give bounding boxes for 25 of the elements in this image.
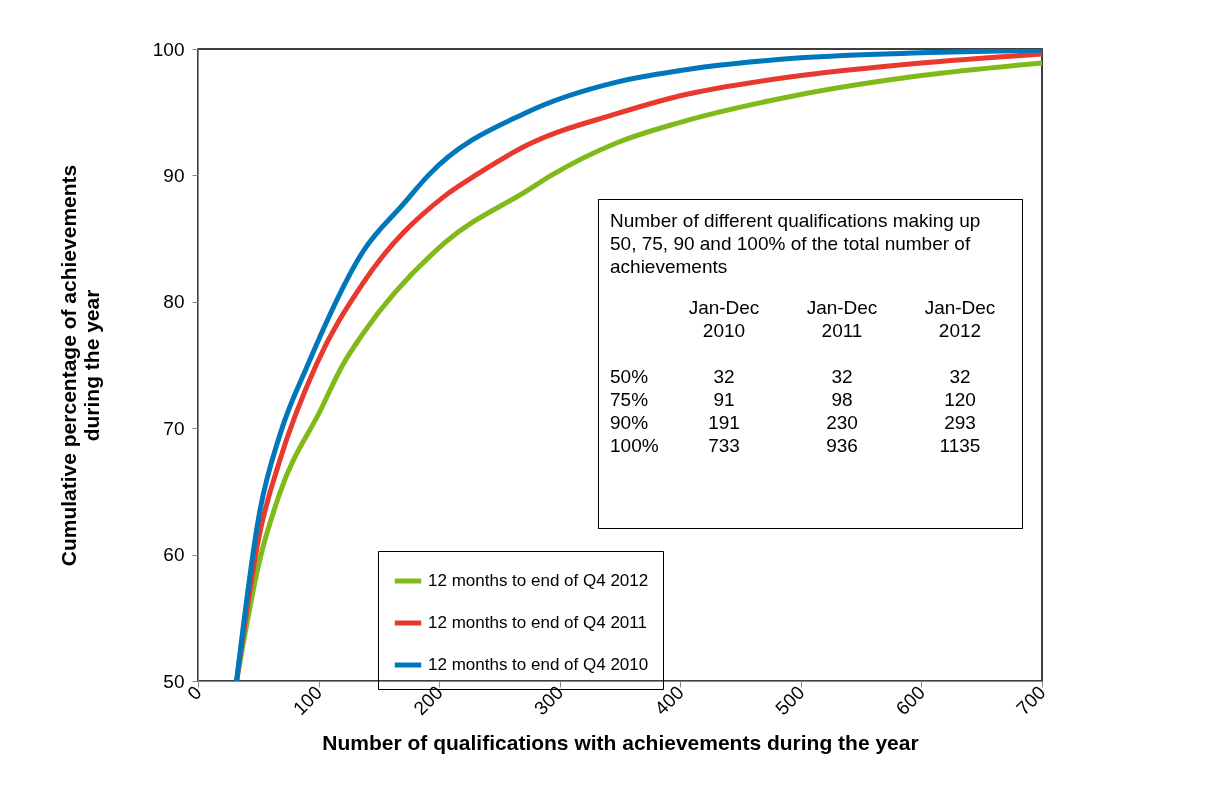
legend-label: 12 months to end of Q4 2011	[428, 613, 647, 632]
text: 100% 733 936 1135	[610, 435, 981, 456]
y-axis-title: Cumulative percentage of achievements during the year	[56, 164, 103, 567]
x-tick-label: 500	[771, 681, 809, 719]
legend-label: 12 months to end of Q4 2010	[428, 655, 649, 674]
text: 75% 91 98 120	[610, 389, 976, 410]
y-tick-label: 60	[163, 544, 185, 566]
legend-label: 12 months to end of Q4 2012	[428, 571, 649, 590]
y-tick-label: 90	[163, 164, 185, 186]
y-tick-label: 80	[163, 291, 185, 313]
text: 50% 32 32 32	[610, 366, 971, 387]
annotation: Number of different qualifications making up 50, 75, 90 and 100% of the total number of achievements	[610, 209, 982, 278]
x-tick-label: 200	[409, 681, 447, 719]
y-tick-label: 100	[152, 38, 185, 60]
x-axis-title: Number of qualifications with achievements during the year	[322, 730, 919, 754]
x-tick-label: 400	[650, 681, 688, 719]
x-tick-label: 600	[891, 681, 929, 719]
x-tick-label: 100	[288, 681, 327, 719]
y-tick-label: 50	[163, 670, 185, 692]
x-tick-label: 300	[530, 681, 568, 719]
x-tick-label: 700	[1012, 681, 1050, 719]
text: 90% 191 230 293	[610, 412, 976, 433]
y-tick-label: 70	[163, 417, 185, 439]
text: Jan-Dec 2010 Jan-Dec 2011 Jan-Dec 2012	[688, 297, 996, 341]
x-tick-label: 0	[183, 681, 206, 705]
